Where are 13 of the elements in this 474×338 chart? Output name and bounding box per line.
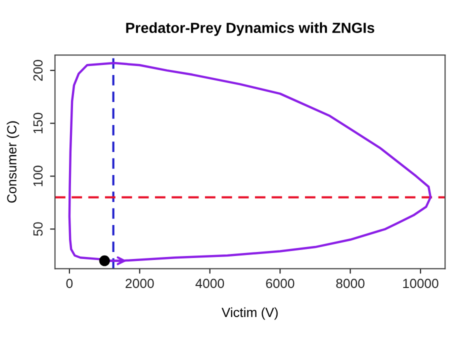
x-tick-label: 10000	[403, 278, 438, 288]
y-tick-label: 100	[33, 166, 43, 186]
x-tick-label: 6000	[266, 278, 294, 288]
y-axis-title: Consumer (C)	[6, 121, 20, 203]
y-tick-label: 200	[33, 60, 43, 81]
y-tick-label: 150	[33, 112, 43, 134]
x-tick-label: 0	[66, 278, 73, 288]
chart-title: Predator-Prey Dynamics with ZNGIs	[126, 22, 374, 36]
x-tick-label: 8000	[336, 278, 364, 288]
x-tick-label: 4000	[196, 278, 224, 288]
x-tick-label: 2000	[126, 278, 154, 288]
y-tick-label: 50	[33, 222, 43, 236]
x-axis-title: Victim (V)	[222, 307, 278, 320]
